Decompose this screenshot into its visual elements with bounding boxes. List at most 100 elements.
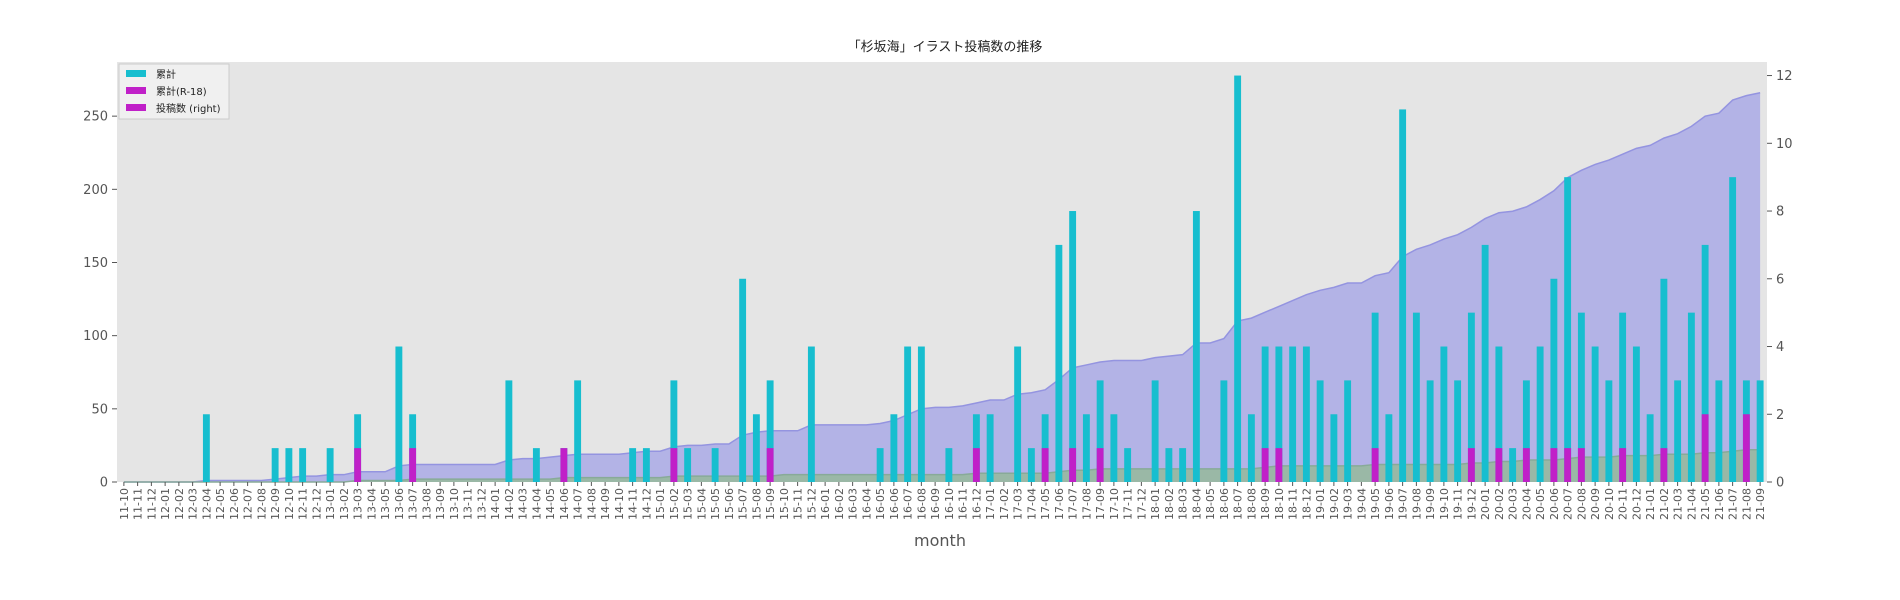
x-tick-label: 13-06 bbox=[393, 488, 406, 520]
x-tick-label: 13-09 bbox=[434, 488, 447, 520]
bar-posts bbox=[1577, 312, 1585, 482]
x-tick-label: 21-06 bbox=[1713, 488, 1726, 520]
x-tick-label: 18-06 bbox=[1218, 488, 1231, 520]
bar-posts bbox=[1646, 414, 1654, 482]
bar-posts-r18 bbox=[560, 448, 568, 482]
x-tick-label: 20-07 bbox=[1562, 488, 1575, 520]
bar-posts bbox=[1412, 312, 1420, 482]
bar-posts bbox=[1701, 244, 1709, 482]
x-tick-label: 18-03 bbox=[1177, 488, 1190, 520]
bar-posts bbox=[629, 448, 637, 482]
bar-posts bbox=[1619, 312, 1627, 482]
x-tick-label: 20-06 bbox=[1548, 488, 1561, 520]
x-tick-label: 13-08 bbox=[420, 488, 433, 520]
x-tick-label: 14-04 bbox=[530, 488, 543, 520]
x-tick-label: 21-05 bbox=[1699, 488, 1712, 520]
x-tick-label: 17-09 bbox=[1094, 488, 1107, 520]
x-tick-label: 15-01 bbox=[654, 488, 667, 520]
x-tick-label: 15-03 bbox=[682, 488, 695, 520]
x-tick-label: 15-02 bbox=[668, 488, 681, 520]
x-tick-label: 14-12 bbox=[640, 488, 653, 520]
bar-posts bbox=[739, 278, 747, 482]
bar-posts-r18 bbox=[354, 448, 362, 482]
bar-posts bbox=[1330, 414, 1338, 482]
legend-label-r18: 累計(R-18) bbox=[156, 85, 207, 98]
x-tick-label: 15-12 bbox=[805, 488, 818, 520]
x-tick-label: 18-02 bbox=[1163, 488, 1176, 520]
x-axis-label: month bbox=[914, 531, 966, 550]
bar-posts bbox=[1564, 177, 1572, 482]
bar-posts bbox=[1082, 414, 1090, 482]
bar-posts bbox=[1316, 380, 1324, 482]
bar-posts-r18 bbox=[409, 448, 417, 482]
bar-posts-r18 bbox=[1069, 448, 1077, 482]
x-tick-label: 13-02 bbox=[338, 488, 351, 520]
x-tick-label: 20-03 bbox=[1507, 488, 1520, 520]
x-tick-label: 15-06 bbox=[723, 488, 736, 520]
legend-label-total: 累計 bbox=[156, 68, 176, 81]
bar-posts bbox=[1756, 380, 1764, 482]
bar-posts-r18 bbox=[1522, 448, 1530, 482]
bar-posts bbox=[202, 414, 210, 482]
x-tick-label: 16-12 bbox=[970, 488, 983, 520]
bar-posts bbox=[1069, 211, 1077, 482]
y-left-tick-label: 150 bbox=[83, 256, 108, 271]
bar-posts bbox=[1715, 380, 1723, 482]
x-tick-label: 18-04 bbox=[1190, 488, 1203, 520]
x-tick-label: 12-09 bbox=[269, 488, 282, 520]
x-tick-label: 14-01 bbox=[489, 488, 502, 520]
bar-posts bbox=[285, 448, 293, 482]
x-tick-label: 13-12 bbox=[475, 488, 488, 520]
bar-posts bbox=[1096, 380, 1104, 482]
x-tick-label: 18-01 bbox=[1149, 488, 1162, 520]
x-tick-label: 15-05 bbox=[709, 488, 722, 520]
bar-posts bbox=[1605, 380, 1613, 482]
x-tick-label: 14-05 bbox=[544, 488, 557, 520]
x-tick-label: 12-10 bbox=[283, 488, 296, 520]
x-tick-label: 20-04 bbox=[1520, 488, 1533, 520]
bar-posts bbox=[271, 448, 279, 482]
bar-posts bbox=[1151, 380, 1159, 482]
x-tick-label: 19-02 bbox=[1328, 488, 1341, 520]
x-tick-label: 21-07 bbox=[1727, 488, 1740, 520]
bar-posts bbox=[1536, 346, 1544, 482]
x-tick-label: 21-09 bbox=[1754, 488, 1767, 520]
x-tick-label: 14-11 bbox=[627, 488, 640, 520]
bar-posts bbox=[1234, 75, 1242, 483]
bar-posts bbox=[1660, 278, 1668, 482]
x-tick-label: 12-04 bbox=[200, 488, 213, 520]
bar-posts bbox=[532, 448, 540, 482]
bar-posts bbox=[1385, 414, 1393, 482]
x-tick-label: 17-11 bbox=[1122, 488, 1135, 520]
x-tick-label: 16-01 bbox=[819, 488, 832, 520]
x-tick-label: 17-08 bbox=[1080, 488, 1093, 520]
x-tick-label: 21-04 bbox=[1685, 488, 1698, 520]
x-tick-label: 17-04 bbox=[1025, 488, 1038, 520]
legend-swatch-posts bbox=[126, 104, 146, 111]
y-left-tick-label: 200 bbox=[83, 183, 108, 198]
x-tick-label: 16-06 bbox=[888, 488, 901, 520]
bar-posts bbox=[395, 346, 403, 482]
y-right-tick-label: 12 bbox=[1776, 69, 1793, 84]
bar-posts-r18 bbox=[1261, 448, 1269, 482]
bar-posts bbox=[1729, 177, 1737, 482]
x-tick-label: 19-10 bbox=[1438, 488, 1451, 520]
x-tick-label: 17-05 bbox=[1039, 488, 1052, 520]
x-tick-label: 19-06 bbox=[1383, 488, 1396, 520]
bar-posts bbox=[1275, 346, 1283, 482]
y-left-tick-label: 250 bbox=[83, 110, 108, 125]
x-tick-label: 21-08 bbox=[1740, 488, 1753, 520]
bar-posts bbox=[1261, 346, 1269, 482]
bar-posts-r18 bbox=[1096, 448, 1104, 482]
x-tick-label: 20-11 bbox=[1617, 488, 1630, 520]
x-tick-label: 11-11 bbox=[132, 488, 145, 520]
bar-posts bbox=[945, 448, 953, 482]
x-tick-label: 14-06 bbox=[558, 488, 571, 520]
bar-posts bbox=[1550, 278, 1558, 482]
bar-posts-r18 bbox=[1467, 448, 1475, 482]
x-tick-label: 12-02 bbox=[173, 488, 186, 520]
x-tick-label: 21-02 bbox=[1658, 488, 1671, 520]
bar-posts bbox=[1220, 380, 1228, 482]
x-tick-label: 14-03 bbox=[517, 488, 530, 520]
x-tick-label: 19-03 bbox=[1342, 488, 1355, 520]
